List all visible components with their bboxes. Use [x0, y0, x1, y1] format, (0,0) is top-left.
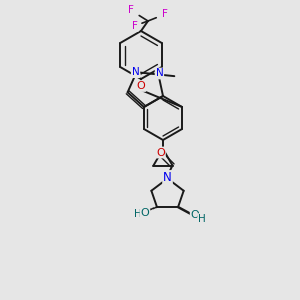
- Text: N: N: [156, 68, 163, 79]
- Text: O: O: [141, 208, 149, 218]
- Text: O: O: [136, 81, 146, 91]
- Text: O: O: [156, 148, 165, 158]
- Text: F: F: [132, 21, 138, 31]
- Text: F: F: [128, 5, 134, 15]
- Text: N: N: [163, 171, 172, 184]
- Text: N: N: [132, 67, 140, 77]
- Text: H: H: [134, 209, 142, 219]
- Text: O: O: [191, 210, 200, 220]
- Text: F: F: [162, 9, 168, 19]
- Text: H: H: [198, 214, 206, 224]
